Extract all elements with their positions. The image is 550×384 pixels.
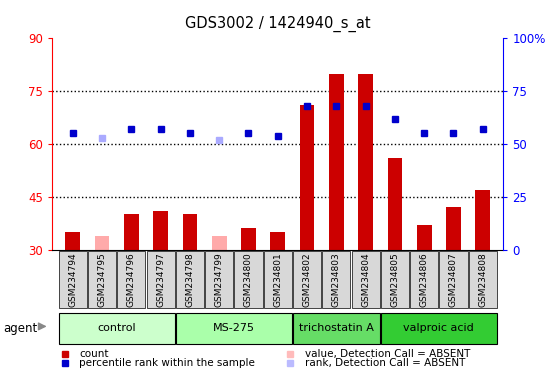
- FancyBboxPatch shape: [439, 251, 468, 308]
- Bar: [124, 214, 139, 250]
- FancyBboxPatch shape: [59, 251, 87, 308]
- Text: GSM234803: GSM234803: [332, 252, 341, 307]
- FancyBboxPatch shape: [176, 313, 292, 344]
- FancyBboxPatch shape: [381, 313, 497, 344]
- Bar: [95, 235, 109, 250]
- Text: GSM234807: GSM234807: [449, 252, 458, 307]
- Text: GSM234808: GSM234808: [478, 252, 487, 307]
- Text: GSM234805: GSM234805: [390, 252, 399, 307]
- FancyBboxPatch shape: [59, 313, 175, 344]
- Text: trichostatin A: trichostatin A: [299, 323, 374, 333]
- Bar: [475, 190, 490, 250]
- Text: agent: agent: [3, 322, 37, 335]
- Bar: [300, 105, 315, 250]
- Text: GSM234794: GSM234794: [68, 252, 77, 307]
- Bar: [446, 207, 461, 250]
- Bar: [65, 232, 80, 250]
- Text: MS-275: MS-275: [213, 323, 255, 333]
- Text: GSM234801: GSM234801: [273, 252, 282, 307]
- FancyBboxPatch shape: [117, 251, 145, 308]
- Bar: [212, 235, 227, 250]
- Text: GSM234802: GSM234802: [302, 252, 311, 307]
- Bar: [417, 225, 432, 250]
- Bar: [329, 74, 344, 250]
- Text: value, Detection Call = ABSENT: value, Detection Call = ABSENT: [305, 349, 470, 359]
- Text: GSM234797: GSM234797: [156, 252, 165, 307]
- Bar: [241, 228, 256, 250]
- Text: GSM234804: GSM234804: [361, 252, 370, 307]
- FancyBboxPatch shape: [88, 251, 116, 308]
- Text: GSM234799: GSM234799: [214, 252, 224, 307]
- Bar: [388, 158, 402, 250]
- Text: rank, Detection Call = ABSENT: rank, Detection Call = ABSENT: [305, 358, 465, 368]
- FancyBboxPatch shape: [469, 251, 497, 308]
- Text: percentile rank within the sample: percentile rank within the sample: [79, 358, 255, 368]
- Text: count: count: [79, 349, 109, 359]
- Text: GSM234800: GSM234800: [244, 252, 253, 307]
- Bar: [271, 232, 285, 250]
- Text: GSM234798: GSM234798: [185, 252, 194, 307]
- Bar: [183, 214, 197, 250]
- Text: GSM234795: GSM234795: [97, 252, 107, 307]
- Text: GDS3002 / 1424940_s_at: GDS3002 / 1424940_s_at: [185, 15, 371, 31]
- Text: control: control: [97, 323, 136, 333]
- FancyBboxPatch shape: [263, 251, 292, 308]
- FancyBboxPatch shape: [351, 251, 379, 308]
- FancyBboxPatch shape: [410, 251, 438, 308]
- Bar: [358, 74, 373, 250]
- Text: GSM234806: GSM234806: [420, 252, 428, 307]
- FancyBboxPatch shape: [176, 251, 204, 308]
- FancyBboxPatch shape: [293, 251, 321, 308]
- Bar: [153, 211, 168, 250]
- FancyBboxPatch shape: [234, 251, 262, 308]
- FancyBboxPatch shape: [146, 251, 175, 308]
- Text: GSM234796: GSM234796: [127, 252, 136, 307]
- FancyBboxPatch shape: [293, 313, 380, 344]
- FancyBboxPatch shape: [205, 251, 233, 308]
- Text: valproic acid: valproic acid: [404, 323, 474, 333]
- FancyBboxPatch shape: [322, 251, 350, 308]
- FancyBboxPatch shape: [381, 251, 409, 308]
